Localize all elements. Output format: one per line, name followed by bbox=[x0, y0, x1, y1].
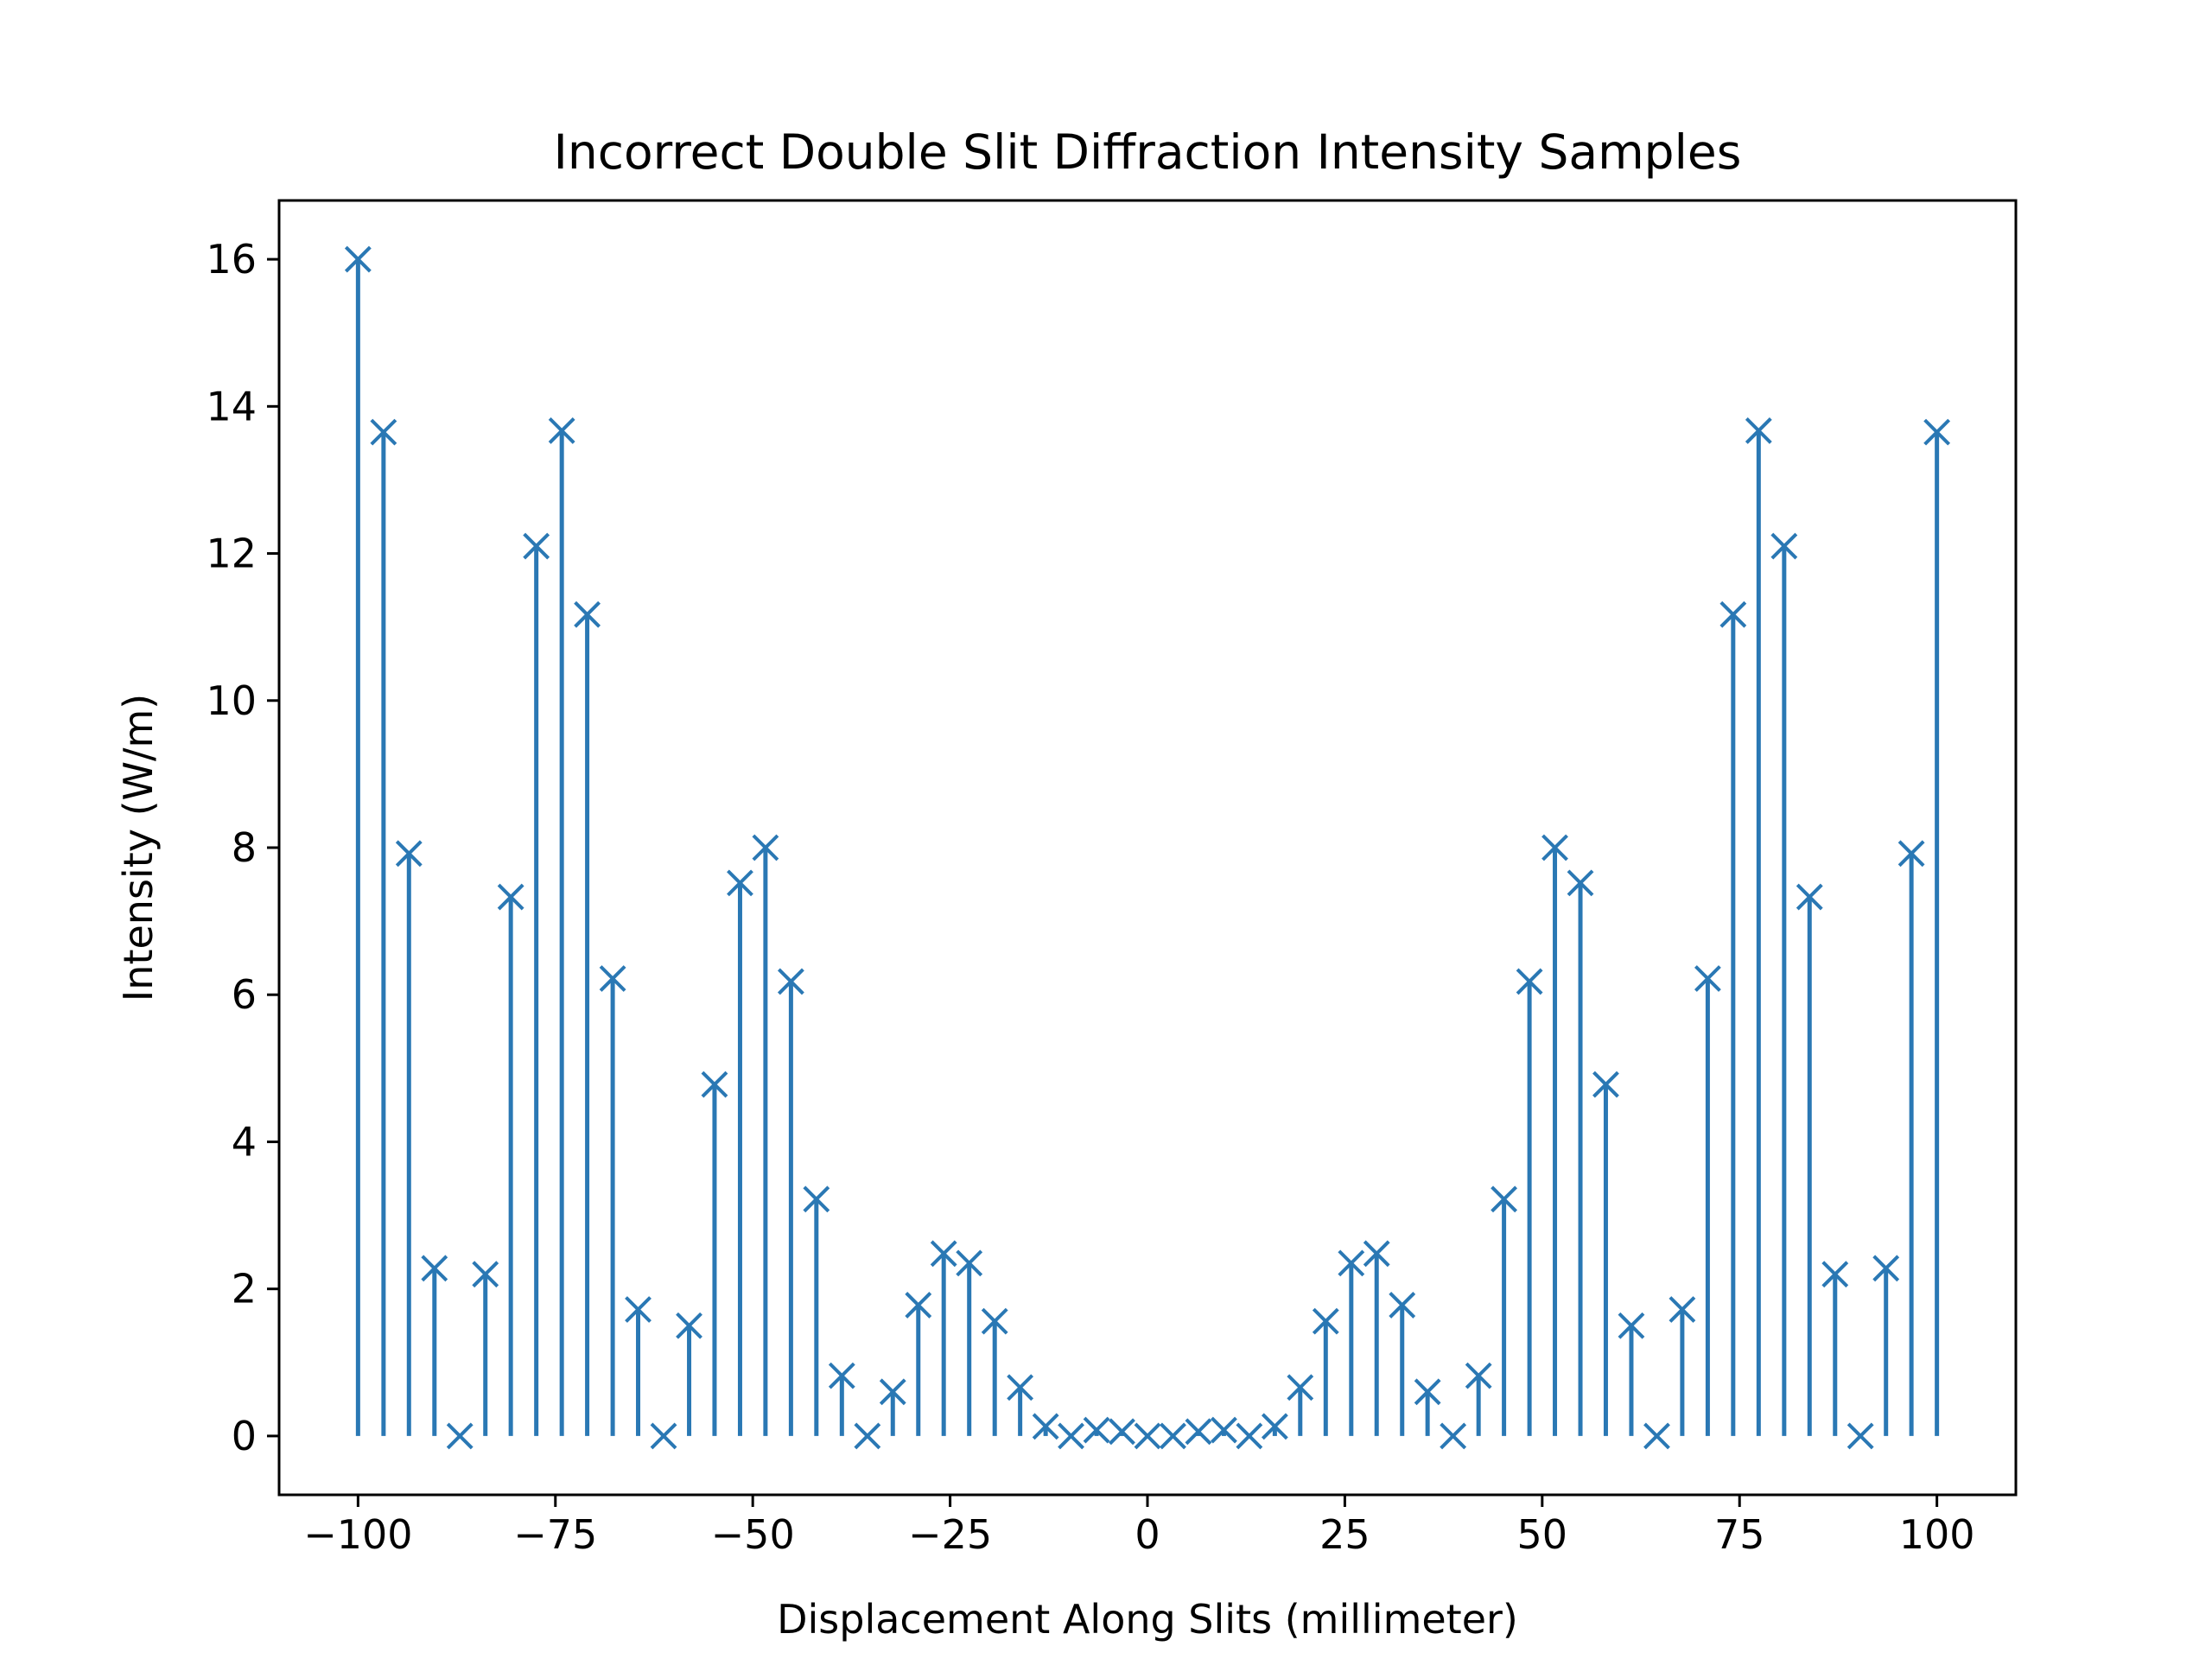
data-point-marker bbox=[1567, 869, 1594, 897]
data-point-marker bbox=[905, 1291, 932, 1319]
data-point-marker bbox=[1770, 532, 1798, 560]
data-point-marker bbox=[879, 1378, 906, 1406]
plot-frame bbox=[277, 199, 2018, 1497]
data-point-marker bbox=[1923, 418, 1951, 446]
data-point-marker bbox=[1491, 1185, 1518, 1213]
y-tick-label: 10 bbox=[206, 677, 257, 724]
x-axis-label: Displacement Along Slits (millimeter) bbox=[777, 1596, 1518, 1643]
x-tick-label: −25 bbox=[908, 1511, 992, 1558]
stem-lines bbox=[355, 259, 1940, 1436]
data-point-marker bbox=[1211, 1416, 1237, 1444]
x-tick-label: 25 bbox=[1319, 1511, 1370, 1558]
data-point-marker bbox=[446, 1422, 474, 1450]
data-point-marker bbox=[1821, 1261, 1849, 1288]
data-point-marker bbox=[701, 1071, 728, 1098]
data-point-marker bbox=[1465, 1362, 1492, 1389]
data-point-marker bbox=[930, 1240, 957, 1268]
data-point-marker bbox=[625, 1296, 652, 1323]
x-tick-label: 75 bbox=[1714, 1511, 1765, 1558]
data-point-marker bbox=[1541, 834, 1568, 861]
y-tick-label: 16 bbox=[206, 236, 257, 283]
data-point-marker bbox=[1618, 1312, 1645, 1339]
x-tick-label: −50 bbox=[711, 1511, 795, 1558]
data-point-marker bbox=[1032, 1413, 1059, 1440]
y-tick-label: 12 bbox=[206, 531, 257, 577]
stem-markers bbox=[344, 245, 1951, 1450]
data-point-marker bbox=[548, 416, 575, 444]
chart-title: Incorrect Double Slit Diffraction Intens… bbox=[554, 124, 1742, 180]
y-tick-label: 14 bbox=[206, 383, 257, 429]
data-point-marker bbox=[1796, 883, 1823, 911]
data-point-marker bbox=[777, 968, 804, 995]
y-tick-label: 2 bbox=[232, 1266, 257, 1313]
data-point-marker bbox=[497, 883, 524, 911]
data-point-marker bbox=[1414, 1378, 1441, 1406]
data-point-marker bbox=[1261, 1413, 1288, 1440]
data-point-marker bbox=[1440, 1422, 1467, 1450]
data-point-marker bbox=[1363, 1240, 1390, 1268]
data-point-marker bbox=[1007, 1374, 1034, 1402]
data-point-marker bbox=[1745, 416, 1772, 444]
data-point-marker bbox=[650, 1422, 677, 1450]
data-point-marker bbox=[727, 869, 753, 897]
data-point-marker bbox=[1897, 840, 1925, 868]
x-tick-label: −75 bbox=[513, 1511, 597, 1558]
y-axis: 0 2 4 6 8 10 12 14 16 bbox=[206, 236, 279, 1459]
data-point-marker bbox=[1058, 1422, 1084, 1450]
x-tick-label: −100 bbox=[303, 1511, 412, 1558]
data-point-marker bbox=[523, 532, 550, 560]
data-point-marker bbox=[752, 834, 779, 861]
y-tick-label: 0 bbox=[232, 1413, 257, 1459]
data-point-marker bbox=[1847, 1422, 1874, 1450]
data-point-marker bbox=[1134, 1422, 1161, 1450]
data-point-marker bbox=[1185, 1418, 1212, 1446]
data-point-marker bbox=[676, 1312, 702, 1339]
data-point-marker bbox=[574, 601, 601, 628]
data-point-marker bbox=[803, 1185, 830, 1213]
data-point-marker bbox=[421, 1255, 448, 1282]
data-point-marker bbox=[344, 245, 372, 273]
x-tick-label: 0 bbox=[1135, 1511, 1160, 1558]
y-tick-label: 4 bbox=[232, 1118, 257, 1165]
data-point-marker bbox=[395, 840, 423, 868]
data-point-marker bbox=[1872, 1255, 1900, 1282]
y-tick-label: 8 bbox=[232, 824, 257, 871]
x-tick-label: 100 bbox=[1899, 1511, 1975, 1558]
data-point-marker bbox=[370, 418, 397, 446]
x-axis: −100 −75 −50 −25 0 25 50 75 100 bbox=[303, 1495, 1975, 1558]
data-point-marker bbox=[1516, 968, 1543, 995]
data-point-marker bbox=[1312, 1307, 1339, 1335]
data-point-marker bbox=[1669, 1296, 1696, 1323]
data-point-marker bbox=[1643, 1422, 1670, 1450]
data-point-marker bbox=[1389, 1291, 1416, 1319]
data-point-marker bbox=[1160, 1422, 1186, 1450]
data-point-marker bbox=[1083, 1416, 1110, 1444]
data-point-marker bbox=[1719, 601, 1747, 628]
x-tick-label: 50 bbox=[1517, 1511, 1568, 1558]
data-point-marker bbox=[1109, 1418, 1135, 1446]
data-point-marker bbox=[472, 1261, 499, 1288]
y-tick-label: 6 bbox=[232, 971, 257, 1018]
data-point-marker bbox=[1287, 1374, 1314, 1402]
data-point-marker bbox=[828, 1362, 855, 1389]
data-point-marker bbox=[1592, 1071, 1619, 1098]
data-point-marker bbox=[854, 1422, 881, 1450]
y-axis-label: Intensity (W/m) bbox=[115, 694, 162, 1002]
data-point-marker bbox=[1236, 1422, 1263, 1450]
data-point-marker bbox=[599, 965, 626, 992]
data-point-marker bbox=[1694, 965, 1721, 992]
data-point-marker bbox=[1338, 1249, 1365, 1277]
data-point-marker bbox=[956, 1249, 983, 1277]
data-point-marker bbox=[981, 1307, 1008, 1335]
